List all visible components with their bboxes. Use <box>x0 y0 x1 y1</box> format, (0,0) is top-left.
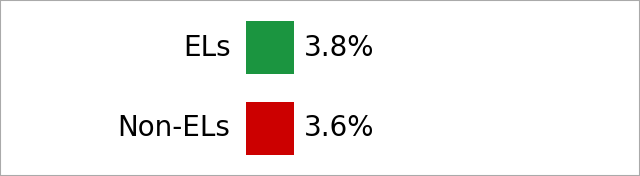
Bar <box>246 102 294 155</box>
Text: ELs: ELs <box>183 33 230 62</box>
Text: 3.8%: 3.8% <box>304 33 374 62</box>
Text: Non-ELs: Non-ELs <box>118 114 230 143</box>
Text: 3.6%: 3.6% <box>304 114 374 143</box>
Bar <box>246 21 294 74</box>
